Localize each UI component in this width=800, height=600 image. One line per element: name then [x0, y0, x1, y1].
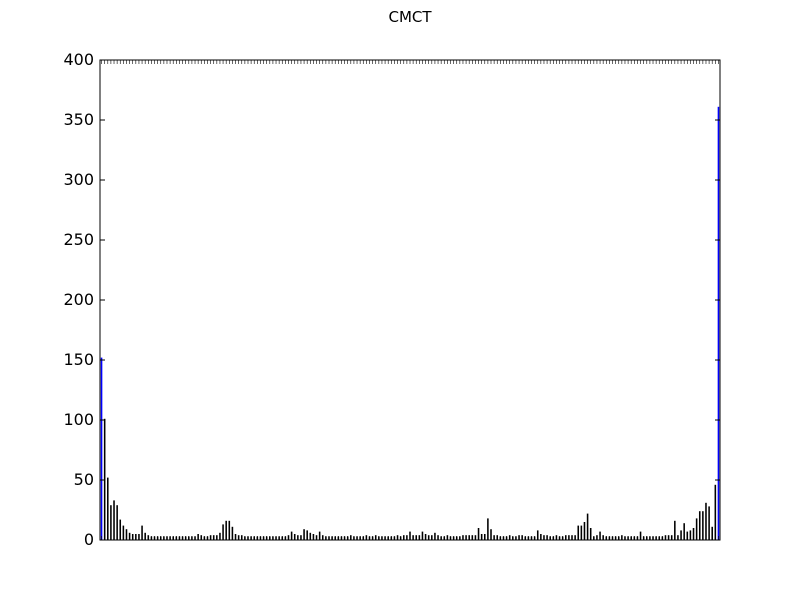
bar [116, 505, 118, 540]
bar [318, 531, 321, 540]
bar [536, 530, 539, 540]
bar [692, 528, 695, 540]
bar [674, 520, 676, 540]
y-tick-label: 350 [63, 110, 94, 129]
bar [702, 511, 704, 540]
bar [303, 529, 305, 540]
bar [589, 528, 592, 540]
chart-title: CMCT [388, 8, 432, 26]
bar [580, 525, 583, 540]
bar [409, 531, 411, 540]
bar [586, 513, 589, 540]
y-tick-label: 300 [63, 170, 94, 189]
bar [421, 531, 424, 540]
bar [599, 531, 601, 540]
y-tick-label: 200 [63, 290, 94, 309]
bar [639, 531, 642, 540]
y-tick-label: 50 [74, 470, 94, 489]
bar [222, 524, 224, 540]
bar [110, 505, 112, 540]
bar [583, 522, 586, 540]
bar [714, 484, 717, 540]
bar [228, 520, 231, 540]
y-tick-label: 250 [63, 230, 94, 249]
bar [683, 523, 685, 540]
bar [708, 506, 710, 540]
bar [689, 530, 692, 540]
bar [487, 518, 489, 540]
bar [122, 525, 125, 540]
y-tick-label: 400 [63, 50, 94, 69]
bar [231, 526, 234, 540]
bar [477, 528, 480, 540]
bar [125, 529, 128, 540]
bar [717, 106, 720, 541]
bar [577, 525, 580, 540]
y-tick-label: 100 [63, 410, 94, 429]
plot-frame [99, 59, 721, 541]
bar [680, 530, 682, 540]
y-tick-label: 150 [63, 350, 94, 369]
bar [711, 526, 713, 540]
bar [698, 511, 701, 540]
y-tick-label: 0 [84, 530, 94, 549]
bar [107, 477, 109, 540]
bar [103, 418, 106, 540]
bar [100, 357, 103, 540]
bar [113, 500, 115, 540]
bar [119, 519, 122, 540]
bar [695, 518, 698, 540]
bar [141, 525, 143, 540]
bar [306, 530, 308, 540]
bar [290, 531, 293, 540]
bar [705, 502, 707, 540]
bar [490, 529, 492, 540]
bar [686, 531, 689, 540]
bar [225, 520, 227, 540]
